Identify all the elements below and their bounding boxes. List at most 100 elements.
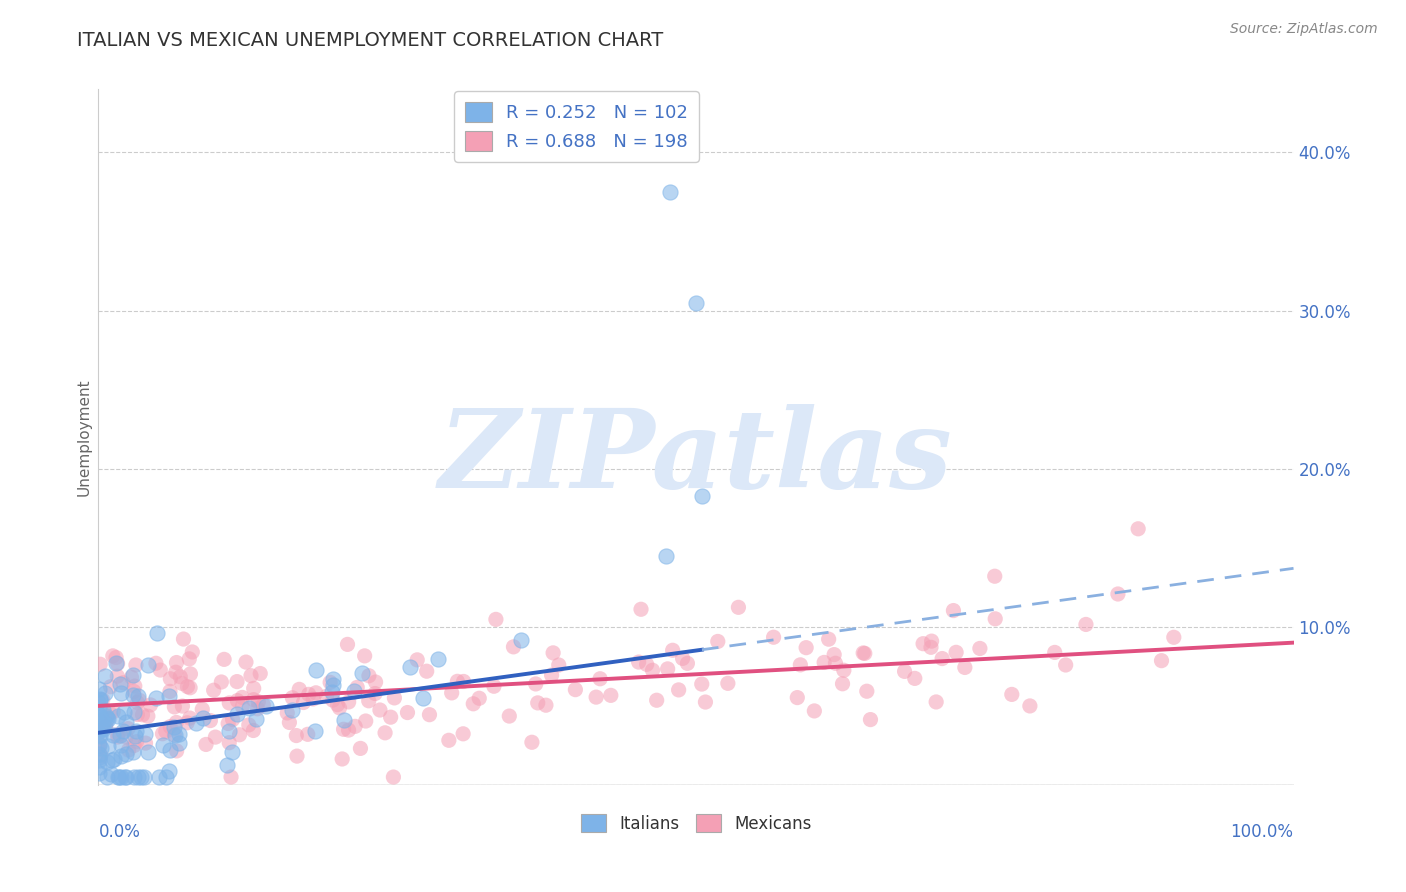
Point xyxy=(218,736,240,750)
Point xyxy=(98,706,121,721)
Point xyxy=(238,718,260,732)
Point xyxy=(209,675,232,690)
Point xyxy=(148,770,170,784)
Point xyxy=(112,723,135,738)
Point xyxy=(125,657,148,672)
Point xyxy=(547,658,569,673)
Point xyxy=(217,716,239,731)
Point xyxy=(125,724,148,739)
Point xyxy=(87,753,110,767)
Point xyxy=(165,728,187,742)
Point xyxy=(108,728,131,742)
Point xyxy=(127,707,149,722)
Point xyxy=(136,709,159,723)
Text: 0.0%: 0.0% xyxy=(98,823,141,841)
Point xyxy=(589,672,612,686)
Point xyxy=(463,697,485,711)
Point xyxy=(541,646,564,660)
Point xyxy=(1163,630,1185,644)
Point xyxy=(920,640,942,655)
Point xyxy=(831,677,853,691)
Point xyxy=(212,652,235,666)
Point xyxy=(165,715,187,730)
Point xyxy=(856,684,879,698)
Point xyxy=(152,727,174,741)
Point xyxy=(249,666,271,681)
Point xyxy=(159,720,181,734)
Point xyxy=(121,670,143,684)
Point xyxy=(380,710,402,724)
Point xyxy=(172,632,194,646)
Point xyxy=(276,706,298,720)
Point xyxy=(114,770,136,784)
Point xyxy=(91,693,114,707)
Point xyxy=(322,672,344,686)
Point xyxy=(170,676,193,690)
Point xyxy=(824,657,846,671)
Point xyxy=(179,711,201,725)
Point xyxy=(288,682,311,697)
Point xyxy=(676,657,699,671)
Point xyxy=(159,684,181,698)
Point xyxy=(942,603,965,617)
Point xyxy=(87,706,110,721)
Point xyxy=(333,713,356,727)
Point xyxy=(727,600,749,615)
Point xyxy=(1150,654,1173,668)
Point xyxy=(451,727,474,741)
Point xyxy=(152,738,174,752)
Point xyxy=(124,679,146,693)
Point xyxy=(87,681,110,696)
Point xyxy=(90,740,112,755)
Point xyxy=(832,663,855,677)
Point xyxy=(925,695,948,709)
Point xyxy=(93,723,115,737)
Point xyxy=(396,706,419,720)
Point xyxy=(115,730,138,744)
Point xyxy=(893,665,915,679)
Point xyxy=(108,770,131,784)
Point xyxy=(181,645,204,659)
Point xyxy=(671,651,693,665)
Point xyxy=(485,612,508,626)
Point xyxy=(87,760,110,774)
Point xyxy=(231,699,253,714)
Point xyxy=(240,669,263,683)
Point xyxy=(219,770,242,784)
Point xyxy=(89,692,111,706)
Point xyxy=(242,692,264,706)
Point xyxy=(984,569,1007,583)
Text: Source: ZipAtlas.com: Source: ZipAtlas.com xyxy=(1230,22,1378,37)
Point xyxy=(157,689,180,703)
Point xyxy=(165,665,187,680)
Point xyxy=(645,693,668,707)
Point xyxy=(661,643,683,657)
Point xyxy=(107,727,129,741)
Point xyxy=(215,757,238,772)
Point xyxy=(125,734,148,748)
Point xyxy=(110,770,132,784)
Point xyxy=(368,703,391,717)
Point xyxy=(510,632,533,647)
Point xyxy=(817,632,839,647)
Point xyxy=(179,681,201,695)
Point xyxy=(179,667,201,681)
Point xyxy=(352,665,374,680)
Point xyxy=(146,626,169,640)
Point xyxy=(228,728,250,742)
Point xyxy=(322,678,344,692)
Point xyxy=(139,698,162,712)
Point xyxy=(89,738,111,752)
Point xyxy=(658,185,681,199)
Point xyxy=(87,738,110,752)
Point xyxy=(969,641,991,656)
Point xyxy=(159,743,181,757)
Point xyxy=(200,714,222,728)
Point xyxy=(426,651,449,665)
Point xyxy=(114,770,136,784)
Point xyxy=(94,685,117,699)
Point xyxy=(112,675,135,690)
Point xyxy=(149,663,172,677)
Point xyxy=(364,675,387,690)
Point xyxy=(105,656,128,670)
